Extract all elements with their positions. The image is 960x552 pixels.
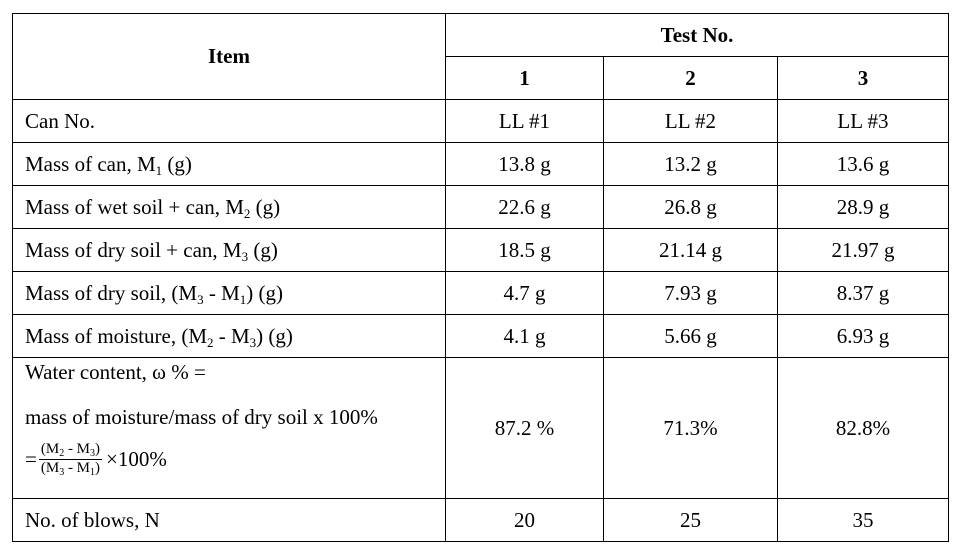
- cell-value: 13.8 g: [445, 142, 604, 186]
- test-1-header: 1: [445, 56, 604, 100]
- row-label: Mass of wet soil + can, M2 (g): [12, 185, 446, 229]
- row-label: Mass of moisture, (M2 - M3) (g): [12, 314, 446, 358]
- liquid-limit-table: Item Test No. 1 2 3 Can No. LL #1 LL #2 …: [12, 13, 949, 542]
- table-row: No. of blows, N 20 25 35: [12, 498, 949, 542]
- cell-value: 7.93 g: [603, 271, 778, 315]
- cell-value: 6.93 g: [777, 314, 949, 358]
- water-content-formula: = (M2 - M3) (M3 - M1) ×100%: [25, 441, 167, 478]
- cell-value: 22.6 g: [445, 185, 604, 229]
- cell-value: 20: [445, 498, 604, 542]
- row-label: No. of blows, N: [12, 498, 446, 542]
- cell-value: LL #3: [777, 99, 949, 143]
- test-3-header: 3: [777, 56, 949, 100]
- test-no-header: Test No.: [445, 13, 949, 57]
- cell-value: LL #2: [603, 99, 778, 143]
- table-container: Item Test No. 1 2 3 Can No. LL #1 LL #2 …: [12, 13, 949, 542]
- row-label: Mass of can, M1 (g): [12, 142, 446, 186]
- table-row: Mass of dry soil + can, M3 (g) 18.5 g 21…: [12, 228, 949, 272]
- cell-value: 18.5 g: [445, 228, 604, 272]
- table-row: Mass of can, M1 (g) 13.8 g 13.2 g 13.6 g: [12, 142, 949, 186]
- item-header: Item: [12, 13, 446, 100]
- cell-value: 4.1 g: [445, 314, 604, 358]
- cell-value: LL #1: [445, 99, 604, 143]
- cell-value: 35: [777, 498, 949, 542]
- cell-value: 25: [603, 498, 778, 542]
- formula-fraction: (M2 - M3) (M3 - M1): [38, 441, 103, 478]
- cell-value: 5.66 g: [603, 314, 778, 358]
- test-2-header: 2: [603, 56, 778, 100]
- row-label: Mass of dry soil, (M3 - M1) (g): [12, 271, 446, 315]
- row-label: Can No.: [12, 99, 446, 143]
- water-content-label: Water content, ω % = mass of moisture/ma…: [12, 357, 446, 499]
- cell-value: 87.2 %: [445, 357, 604, 499]
- cell-value: 21.14 g: [603, 228, 778, 272]
- table-row: Can No. LL #1 LL #2 LL #3: [12, 99, 949, 143]
- table-row: Water content, ω % = mass of moisture/ma…: [12, 357, 949, 499]
- water-content-definition: mass of moisture/mass of dry soil x 100%: [25, 405, 378, 429]
- cell-value: 21.97 g: [777, 228, 949, 272]
- cell-value: 26.8 g: [603, 185, 778, 229]
- cell-value: 28.9 g: [777, 185, 949, 229]
- cell-value: 82.8%: [777, 357, 949, 499]
- header-row: Item Test No.: [12, 13, 949, 100]
- table-row: Mass of moisture, (M2 - M3) (g) 4.1 g 5.…: [12, 314, 949, 358]
- cell-value: 13.6 g: [777, 142, 949, 186]
- cell-value: 4.7 g: [445, 271, 604, 315]
- table-row: Mass of wet soil + can, M2 (g) 22.6 g 26…: [12, 185, 949, 229]
- row-label: Mass of dry soil + can, M3 (g): [12, 228, 446, 272]
- water-content-line: Water content, ω % =: [25, 360, 206, 384]
- table-row: Mass of dry soil, (M3 - M1) (g) 4.7 g 7.…: [12, 271, 949, 315]
- cell-value: 13.2 g: [603, 142, 778, 186]
- cell-value: 8.37 g: [777, 271, 949, 315]
- cell-value: 71.3%: [603, 357, 778, 499]
